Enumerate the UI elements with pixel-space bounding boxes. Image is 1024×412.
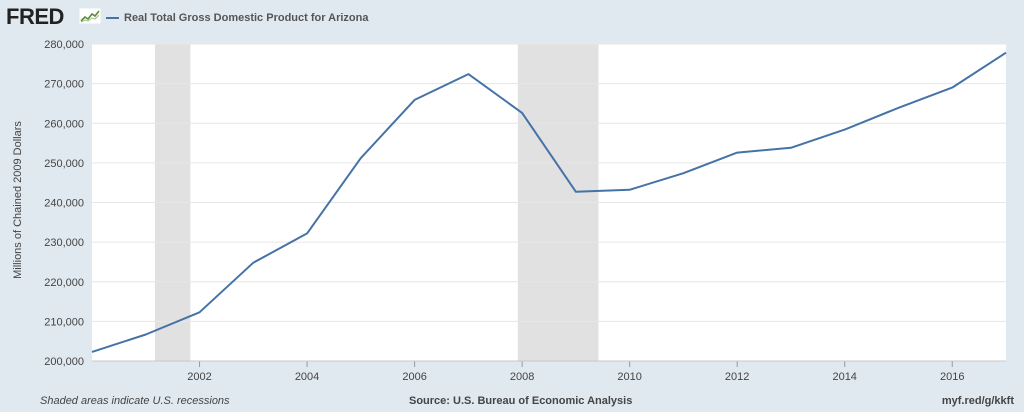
- y-tick-label: 200,000: [44, 356, 84, 368]
- x-tick-label: 2008: [510, 371, 534, 383]
- y-tick-label: 210,000: [44, 316, 84, 328]
- y-tick-label: 260,000: [44, 118, 84, 130]
- series-line: [91, 51, 1007, 353]
- x-tick-label: 2004: [295, 371, 319, 383]
- legend-swatch: [106, 17, 119, 19]
- x-tick-label: 2016: [940, 371, 964, 383]
- y-tick-label: 270,000: [44, 79, 84, 91]
- fred-logo[interactable]: FRED: [6, 4, 64, 29]
- fred-chart-icon: [79, 8, 101, 24]
- y-tick-label: 240,000: [44, 198, 84, 210]
- y-tick-label: 220,000: [44, 277, 84, 289]
- x-tick-label: 2014: [832, 371, 856, 383]
- y-tick-label: 280,000: [44, 39, 84, 51]
- x-tick-label: 2010: [617, 371, 641, 383]
- y-tick-label: 250,000: [44, 158, 84, 170]
- short-url-link[interactable]: myf.red/g/kkft: [941, 395, 1014, 407]
- x-tick-label: 2012: [725, 371, 749, 383]
- x-tick-label: 2002: [187, 371, 211, 383]
- legend-label: Real Total Gross Domestic Product for Ar…: [124, 12, 369, 24]
- chart-header: FRED Real Total Gross Domestic Product f…: [0, 0, 1024, 36]
- x-tick-label: 2006: [402, 371, 426, 383]
- source-note: Source: U.S. Bureau of Economic Analysis: [409, 395, 633, 407]
- chart-legend[interactable]: Real Total Gross Domestic Product for Ar…: [106, 12, 369, 24]
- recessions-note: Shaded areas indicate U.S. recessions: [40, 395, 230, 407]
- y-tick-label: 230,000: [44, 237, 84, 249]
